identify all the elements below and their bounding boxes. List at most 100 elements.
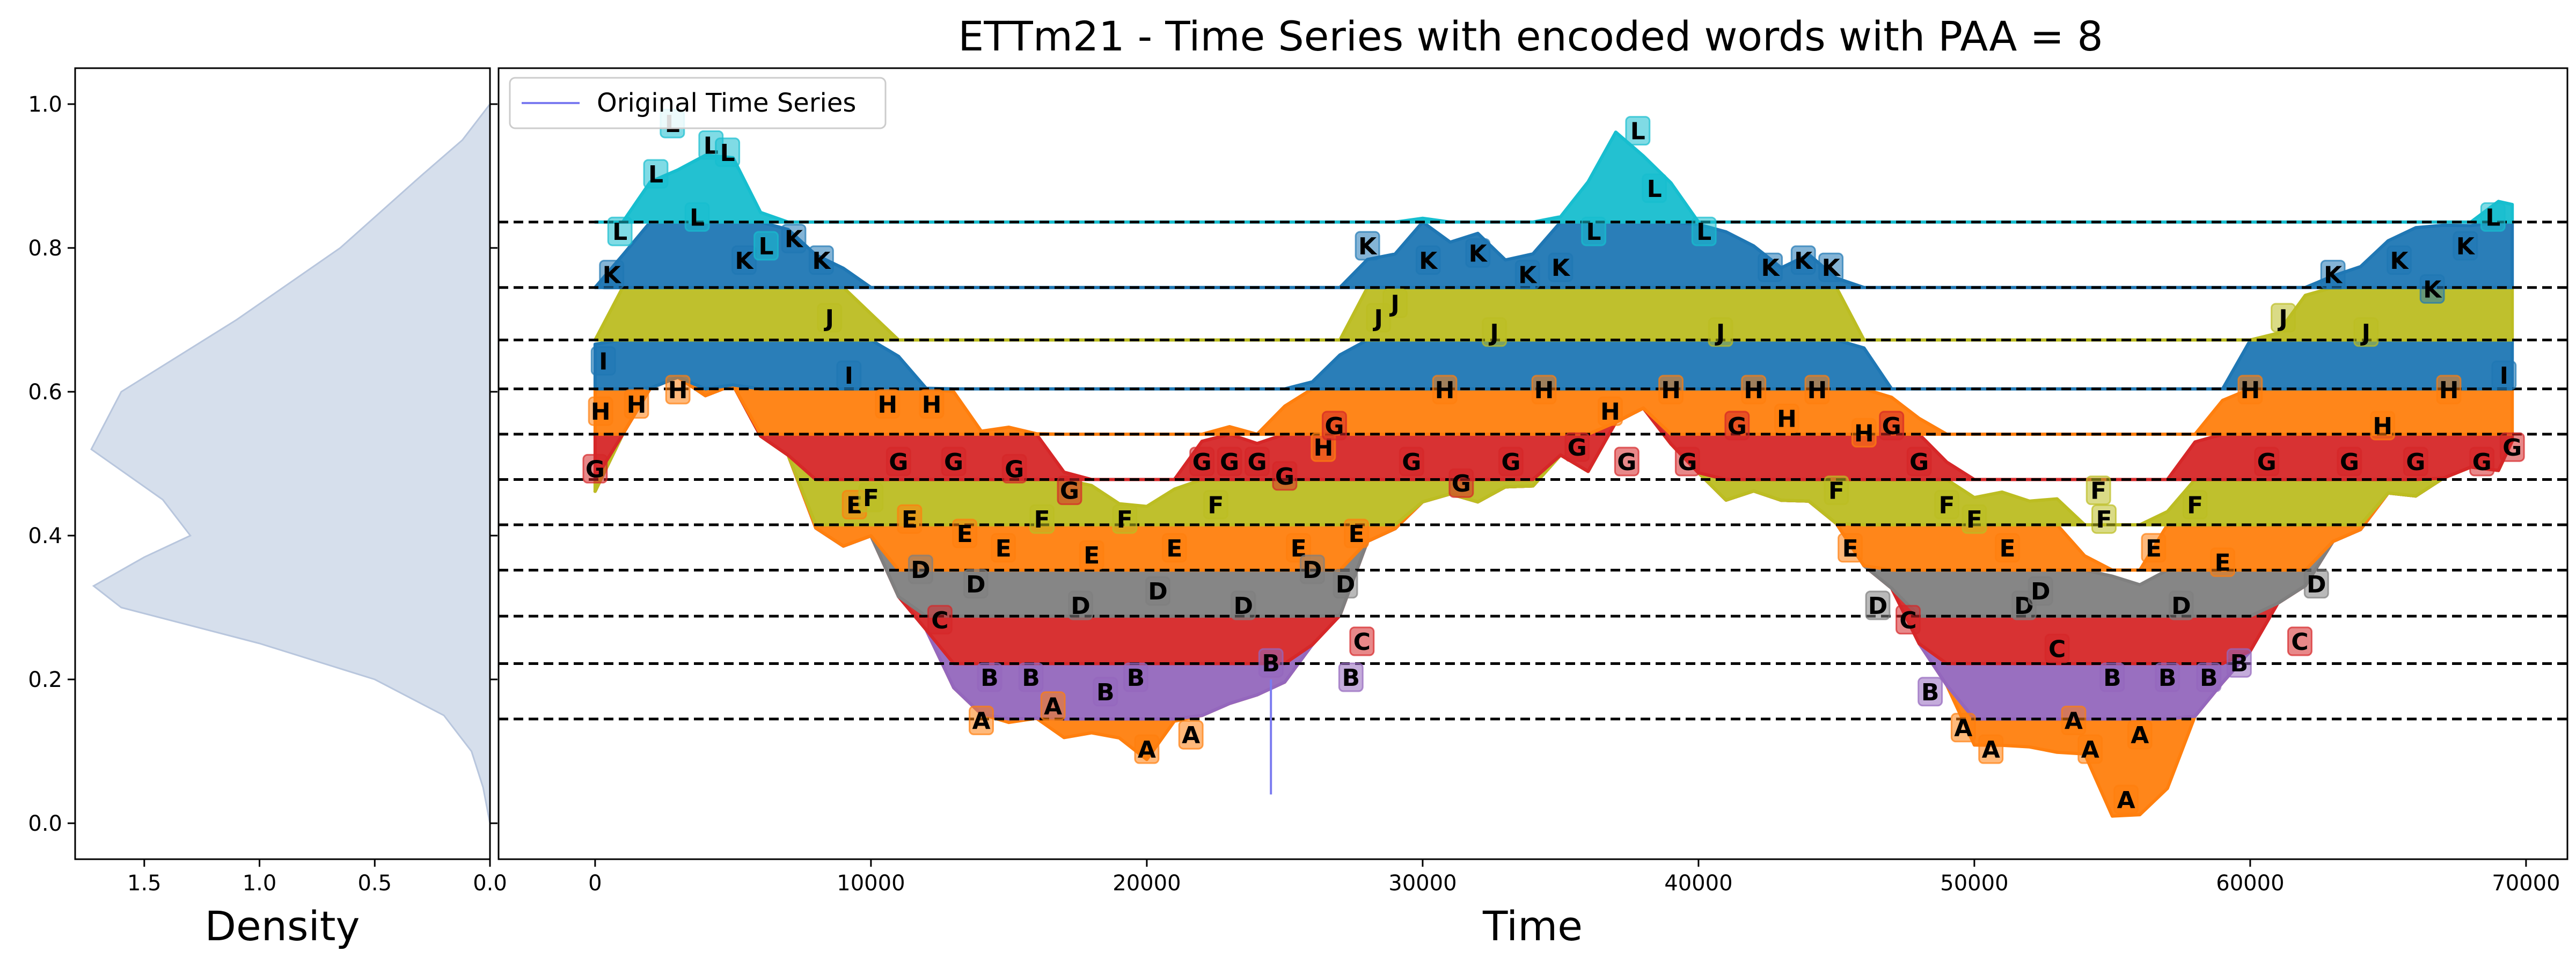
word-label: G xyxy=(1245,447,1270,477)
word-label-box xyxy=(2480,202,2506,232)
word-label-letter: K xyxy=(1761,254,1780,282)
main-x-axis-title: Time xyxy=(1482,902,1583,950)
word-label-box xyxy=(590,346,616,376)
word-label-letter: G xyxy=(1501,449,1520,476)
word-label-letter: C xyxy=(2291,628,2308,656)
word-label-box xyxy=(1432,375,1458,405)
word-label-letter: B xyxy=(2158,664,2177,692)
density-axes-frame xyxy=(74,67,491,860)
word-label-box xyxy=(582,453,608,484)
word-label: A xyxy=(2113,785,2139,815)
word-label-box xyxy=(1299,554,1325,584)
word-label-box xyxy=(624,389,649,419)
word-label-letter: H xyxy=(591,398,611,426)
word-label-box xyxy=(2453,231,2478,261)
word-label: K xyxy=(1514,260,1540,290)
word-label: H xyxy=(588,396,613,426)
word-label-letter: G xyxy=(1909,449,1929,476)
word-label: G xyxy=(1448,468,1474,498)
word-label-letter: G xyxy=(1617,449,1636,476)
word-label-letter: L xyxy=(2485,204,2500,231)
series-layer xyxy=(593,130,2514,818)
word-label-letter: D xyxy=(1336,571,1356,598)
word-label-box xyxy=(875,389,901,419)
word-label-box xyxy=(1338,662,1364,692)
word-label-letter: D xyxy=(1868,592,1888,620)
word-label-letter: G xyxy=(2406,449,2425,476)
word-label: F xyxy=(1934,489,1959,519)
word-label: B xyxy=(1258,648,1284,678)
word-label: D xyxy=(1299,554,1325,584)
word-label-box xyxy=(731,245,757,275)
word-label-letter: F xyxy=(2096,506,2112,533)
word-label-box xyxy=(1123,662,1148,692)
word-label-box xyxy=(1548,252,1574,282)
word-label-box xyxy=(919,389,945,419)
word-label: H xyxy=(1741,375,1767,405)
word-label: G xyxy=(2469,447,2495,477)
word-label-box xyxy=(1272,461,1298,491)
word-label: A xyxy=(969,705,994,735)
word-label-box xyxy=(1962,504,1987,534)
word-label-box xyxy=(1349,626,1375,656)
word-label-letter: L xyxy=(1696,218,1711,246)
word-label-box xyxy=(753,231,779,261)
word-label-letter: B xyxy=(1342,664,1360,692)
word-label-letter: K xyxy=(1794,247,1813,275)
word-label-box xyxy=(1774,404,1799,434)
word-label-box xyxy=(1708,317,1733,347)
main-x-tick-label: 40000 xyxy=(1664,871,1732,896)
word-label-letter: G xyxy=(1324,413,1344,440)
word-label-box xyxy=(2182,489,2208,519)
word-label: D xyxy=(1231,590,1256,620)
word-label: E xyxy=(1344,518,1370,548)
word-label: K xyxy=(2386,245,2412,275)
word-label-letter: G xyxy=(1678,449,1697,476)
word-label-letter: G xyxy=(1247,449,1267,476)
word-label-box xyxy=(1865,590,1891,620)
word-label: G xyxy=(1724,411,1750,441)
word-label-box xyxy=(1189,447,1215,477)
word-label-letter: K xyxy=(1358,233,1378,260)
word-label-box xyxy=(1245,447,1270,477)
word-label-letter: J xyxy=(1372,305,1382,332)
word-label: G xyxy=(1498,447,1524,477)
word-label-box xyxy=(1057,475,1082,506)
word-label: D xyxy=(1333,569,1358,599)
word-label-letter: G xyxy=(2340,449,2359,476)
word-label: D xyxy=(2028,576,2053,606)
word-label: H xyxy=(1774,404,1799,434)
word-label-letter: F xyxy=(1938,492,1955,519)
word-label-letter: B xyxy=(2103,664,2121,692)
word-label: L xyxy=(2480,202,2506,232)
word-label-box xyxy=(1934,489,1959,519)
word-label-letter: H xyxy=(2439,377,2459,404)
word-label: C xyxy=(1349,626,1375,656)
word-label-letter: E xyxy=(902,506,918,533)
word-label: A xyxy=(1134,734,1160,764)
word-label: L xyxy=(1642,173,1667,203)
word-label: G xyxy=(1564,432,1590,462)
word-label: K xyxy=(781,224,807,254)
word-label-box xyxy=(1906,447,1932,477)
word-label-box xyxy=(2386,245,2412,275)
word-label-box xyxy=(1001,453,1027,484)
legend: Original Time Series xyxy=(509,77,887,129)
word-label-box xyxy=(1415,245,1441,275)
word-label-letter: L xyxy=(1586,218,1601,246)
word-label-letter: L xyxy=(690,204,705,231)
word-label-letter: G xyxy=(1728,413,1747,440)
word-label: F xyxy=(1029,504,1055,534)
word-label: K xyxy=(1790,245,1816,275)
word-label: K xyxy=(1758,252,1783,282)
legend-box xyxy=(509,77,887,129)
density-x-tick-label: 1.5 xyxy=(127,871,162,896)
word-label-box xyxy=(977,662,1002,692)
word-label-box xyxy=(2155,662,2180,692)
word-label-box xyxy=(588,396,613,426)
word-label: C xyxy=(2287,626,2312,656)
word-label-box xyxy=(1355,231,1380,261)
word-label: G xyxy=(1057,475,1082,506)
density-x-tick-label: 0.0 xyxy=(473,871,507,896)
word-label-box xyxy=(2419,274,2445,304)
